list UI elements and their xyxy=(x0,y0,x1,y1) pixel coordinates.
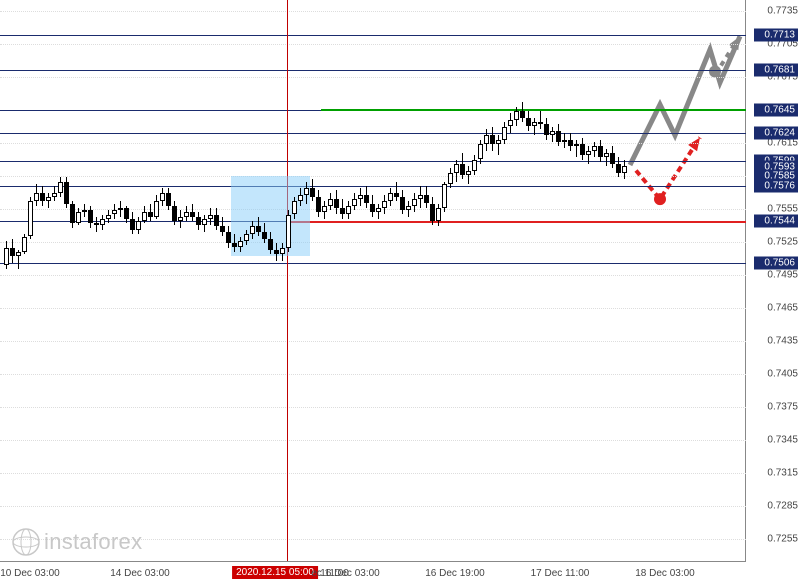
grid-line xyxy=(0,275,746,276)
x-tick-label: 16 Dec 19:00 xyxy=(425,568,485,579)
x-tick-label: 18 Dec 03:00 xyxy=(635,568,695,579)
price-badge: 0.7713 xyxy=(754,29,798,42)
y-tick-label: 0.7375 xyxy=(767,402,798,413)
level-line xyxy=(0,70,746,71)
price-badge: 0.7681 xyxy=(754,64,798,77)
x-tick-label: ec 11:00 xyxy=(311,568,349,579)
y-tick-label: 0.7405 xyxy=(767,369,798,380)
y-axis: 0.7255 0.7285 0.7315 0.7345 0.7375 0.7405 0.74… xyxy=(746,0,801,561)
grid-line xyxy=(0,143,746,144)
grid-line xyxy=(0,341,746,342)
price-badge: 0.7544 xyxy=(754,215,798,228)
price-badge: 0.7645 xyxy=(754,104,798,117)
y-tick-label: 0.7465 xyxy=(767,303,798,314)
price-badge: 0.7506 xyxy=(754,256,798,269)
x-tick-label: 17 Dec 11:00 xyxy=(531,568,590,579)
vertical-marker xyxy=(287,0,288,561)
level-line xyxy=(0,186,746,187)
grid-line xyxy=(0,11,746,12)
price-badge: 0.7576 xyxy=(754,179,798,192)
grid-line xyxy=(0,374,746,375)
y-tick-label: 0.7345 xyxy=(767,435,798,446)
grid-line xyxy=(0,44,746,45)
level-line xyxy=(0,161,746,162)
level-line xyxy=(0,133,746,134)
grid-line xyxy=(0,308,746,309)
level-line xyxy=(0,35,746,36)
instaforex-logo: instaforex xyxy=(12,528,142,556)
y-tick-label: 0.7435 xyxy=(767,336,798,347)
x-date-badge: 2020.12.15 05:00 xyxy=(232,566,318,579)
logo-text: instaforex xyxy=(44,529,142,555)
grid-line xyxy=(0,473,746,474)
grid-line xyxy=(0,440,746,441)
y-tick-label: 0.7255 xyxy=(767,534,798,545)
support-line xyxy=(287,221,746,223)
x-tick-label: 14 Dec 03:00 xyxy=(110,568,170,579)
x-tick-label: 10 Dec 03:00 xyxy=(0,568,60,579)
y-tick-label: 0.7285 xyxy=(767,501,798,512)
level-line xyxy=(0,263,746,264)
y-tick-label: 0.7555 xyxy=(767,204,798,215)
y-tick-label: 0.7735 xyxy=(767,6,798,17)
grid-line xyxy=(0,242,746,243)
logo-icon xyxy=(12,528,40,556)
chart-container: 0.7255 0.7285 0.7315 0.7345 0.7375 0.7405 0.74… xyxy=(0,0,801,581)
y-tick-label: 0.7315 xyxy=(767,468,798,479)
resistance-line xyxy=(321,109,746,111)
x-axis: 10 Dec 03:0014 Dec 03:0016 Dec 03:0016 D… xyxy=(0,561,746,581)
y-tick-label: 0.7495 xyxy=(767,270,798,281)
grid-line xyxy=(0,407,746,408)
y-tick-label: 0.7525 xyxy=(767,237,798,248)
grid-line xyxy=(0,77,746,78)
price-badge: 0.7624 xyxy=(754,127,798,140)
plot-area[interactable] xyxy=(0,0,746,561)
grid-line xyxy=(0,506,746,507)
grid-line xyxy=(0,176,746,177)
